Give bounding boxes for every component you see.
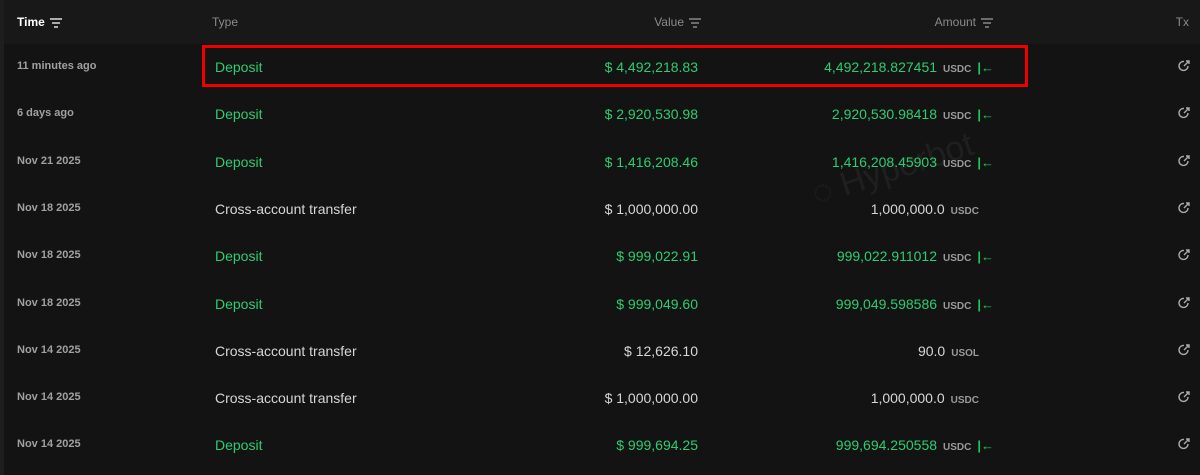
amount-cell: 1,416,208.45903 USDC |←	[832, 154, 994, 170]
unit-label: USDC	[950, 395, 979, 407]
unit-label: USOL	[951, 347, 979, 359]
time-cell: Nov 18 2025	[17, 296, 81, 309]
time-cell: Nov 21 2025	[17, 154, 81, 167]
deposit-arrow-icon: |←	[977, 107, 994, 123]
value-cell: $ 2,920,530.98	[604, 106, 698, 123]
amount-cell: 2,920,530.98418 USDC |←	[832, 106, 994, 122]
external-link-icon[interactable]	[1177, 437, 1191, 451]
unit-label: USDC	[943, 442, 972, 454]
unit-label: USDC	[943, 111, 972, 123]
amount-value: 1,416,208.45903	[831, 153, 938, 170]
amount-cell: 999,049.598586 USDC |←	[836, 296, 994, 312]
amount-cell: 1,000,000.0 USDC	[871, 201, 979, 217]
time-cell: 11 minutes ago	[17, 60, 97, 72]
amount-column-header[interactable]: Amount	[935, 15, 994, 29]
deposit-arrow-icon: |←	[977, 296, 994, 312]
amount-value: 1,000,000.0	[870, 200, 945, 217]
external-link-icon[interactable]	[1177, 296, 1191, 310]
unit-label: USDC	[943, 158, 972, 170]
time-cell: 6 days ago	[17, 107, 74, 120]
value-cell: $ 999,022.91	[616, 248, 698, 265]
external-link-icon[interactable]	[1177, 106, 1191, 120]
amount-cell: 999,022.911012 USDC |←	[837, 248, 994, 264]
type-cell: Cross-account transfer	[215, 390, 357, 407]
amount-value: 999,694.250558	[835, 437, 938, 454]
amount-value: 999,022.911012	[836, 248, 938, 265]
filter-icon[interactable]	[49, 18, 63, 28]
value-cell: $ 1,416,208.46	[604, 153, 698, 170]
type-cell: Deposit	[215, 106, 263, 123]
external-link-icon[interactable]	[1177, 201, 1191, 215]
amount-cell: 999,694.250558 USDC |←	[836, 437, 994, 453]
deposit-arrow-icon: |←	[977, 154, 994, 170]
table-row: Nov 21 2025 Deposit $ 1,416,208.46 1,416…	[4, 139, 1200, 186]
time-cell: Nov 14 2025	[17, 391, 81, 404]
amount-cell: 4,492,218.827451 USDC |←	[824, 59, 994, 75]
value-header-label: Value	[654, 15, 684, 29]
amount-value: 1,000,000.0	[870, 390, 945, 407]
type-column-header: Type	[212, 15, 239, 29]
type-cell: Deposit	[215, 248, 263, 265]
table-row: Nov 18 2025 Cross-account transfer $ 1,0…	[4, 186, 1200, 233]
value-column-header[interactable]: Value	[654, 15, 702, 29]
type-cell: Deposit	[215, 153, 263, 170]
external-link-icon[interactable]	[1177, 343, 1191, 357]
deposit-arrow-icon: |←	[977, 249, 994, 265]
filter-icon[interactable]	[688, 18, 702, 28]
type-cell: Deposit	[215, 437, 263, 454]
highlight-box	[202, 45, 1028, 87]
amount-value: 999,049.598586	[835, 295, 938, 312]
amount-value: 2,920,530.98418	[831, 106, 938, 123]
external-link-icon[interactable]	[1177, 390, 1191, 404]
table-row: Nov 14 2025 Cross-account transfer $ 12,…	[4, 328, 1200, 375]
value-cell: $ 999,694.25	[616, 437, 698, 454]
value-cell: $ 1,000,000.00	[604, 200, 698, 217]
deposit-arrow-icon: |←	[977, 438, 994, 454]
amount-value: 90.0	[917, 342, 946, 359]
external-link-icon[interactable]	[1177, 248, 1191, 262]
unit-label: USDC	[943, 300, 972, 312]
type-cell: Cross-account transfer	[215, 200, 357, 217]
amount-cell: 1,000,000.0 USDC	[871, 390, 979, 406]
value-cell: $ 12,626.10	[624, 342, 698, 359]
table-row: Nov 18 2025 Deposit $ 999,049.60 999,049…	[4, 281, 1200, 328]
type-cell: Cross-account transfer	[215, 342, 357, 359]
time-cell: Nov 18 2025	[17, 201, 81, 214]
value-cell: $ 1,000,000.00	[604, 390, 698, 407]
time-cell: Nov 18 2025	[17, 249, 81, 262]
table-row: Nov 14 2025 Cross-account transfer $ 1,0…	[4, 375, 1200, 422]
table-row: Nov 18 2025 Deposit $ 999,022.91 999,022…	[4, 233, 1200, 280]
time-cell: Nov 14 2025	[17, 438, 81, 451]
unit-label: USDC	[950, 205, 979, 217]
time-column-header[interactable]: Time	[17, 15, 63, 29]
tx-column-header: Tx	[1175, 15, 1189, 29]
time-header-label: Time	[17, 15, 45, 29]
table-row: Nov 14 2025 Deposit $ 999,694.25 999,694…	[4, 422, 1200, 469]
table-header: Time Type Value Amount Tx	[4, 0, 1200, 44]
deposit-arrow-icon: |←	[977, 60, 994, 75]
amount-cell: 90.0 USOL	[918, 343, 979, 359]
amount-header-label: Amount	[934, 15, 976, 29]
type-cell: Deposit	[215, 295, 263, 312]
external-link-icon[interactable]	[1177, 154, 1191, 168]
unit-label: USDC	[943, 253, 972, 265]
amount-value: 4,492,218.827451	[824, 59, 938, 75]
external-link-icon[interactable]	[1177, 59, 1191, 73]
time-cell: Nov 14 2025	[17, 343, 81, 356]
table-row: 6 days ago Deposit $ 2,920,530.98 2,920,…	[4, 91, 1200, 138]
unit-label: USDC	[943, 64, 972, 75]
value-cell: $ 999,049.60	[616, 295, 698, 312]
table-row: 11 minutes ago Deposit $ 4,492,218.83 4,…	[4, 44, 1200, 91]
type-cell: Deposit	[215, 59, 263, 75]
value-cell: $ 4,492,218.83	[604, 59, 698, 75]
filter-icon[interactable]	[980, 18, 994, 28]
